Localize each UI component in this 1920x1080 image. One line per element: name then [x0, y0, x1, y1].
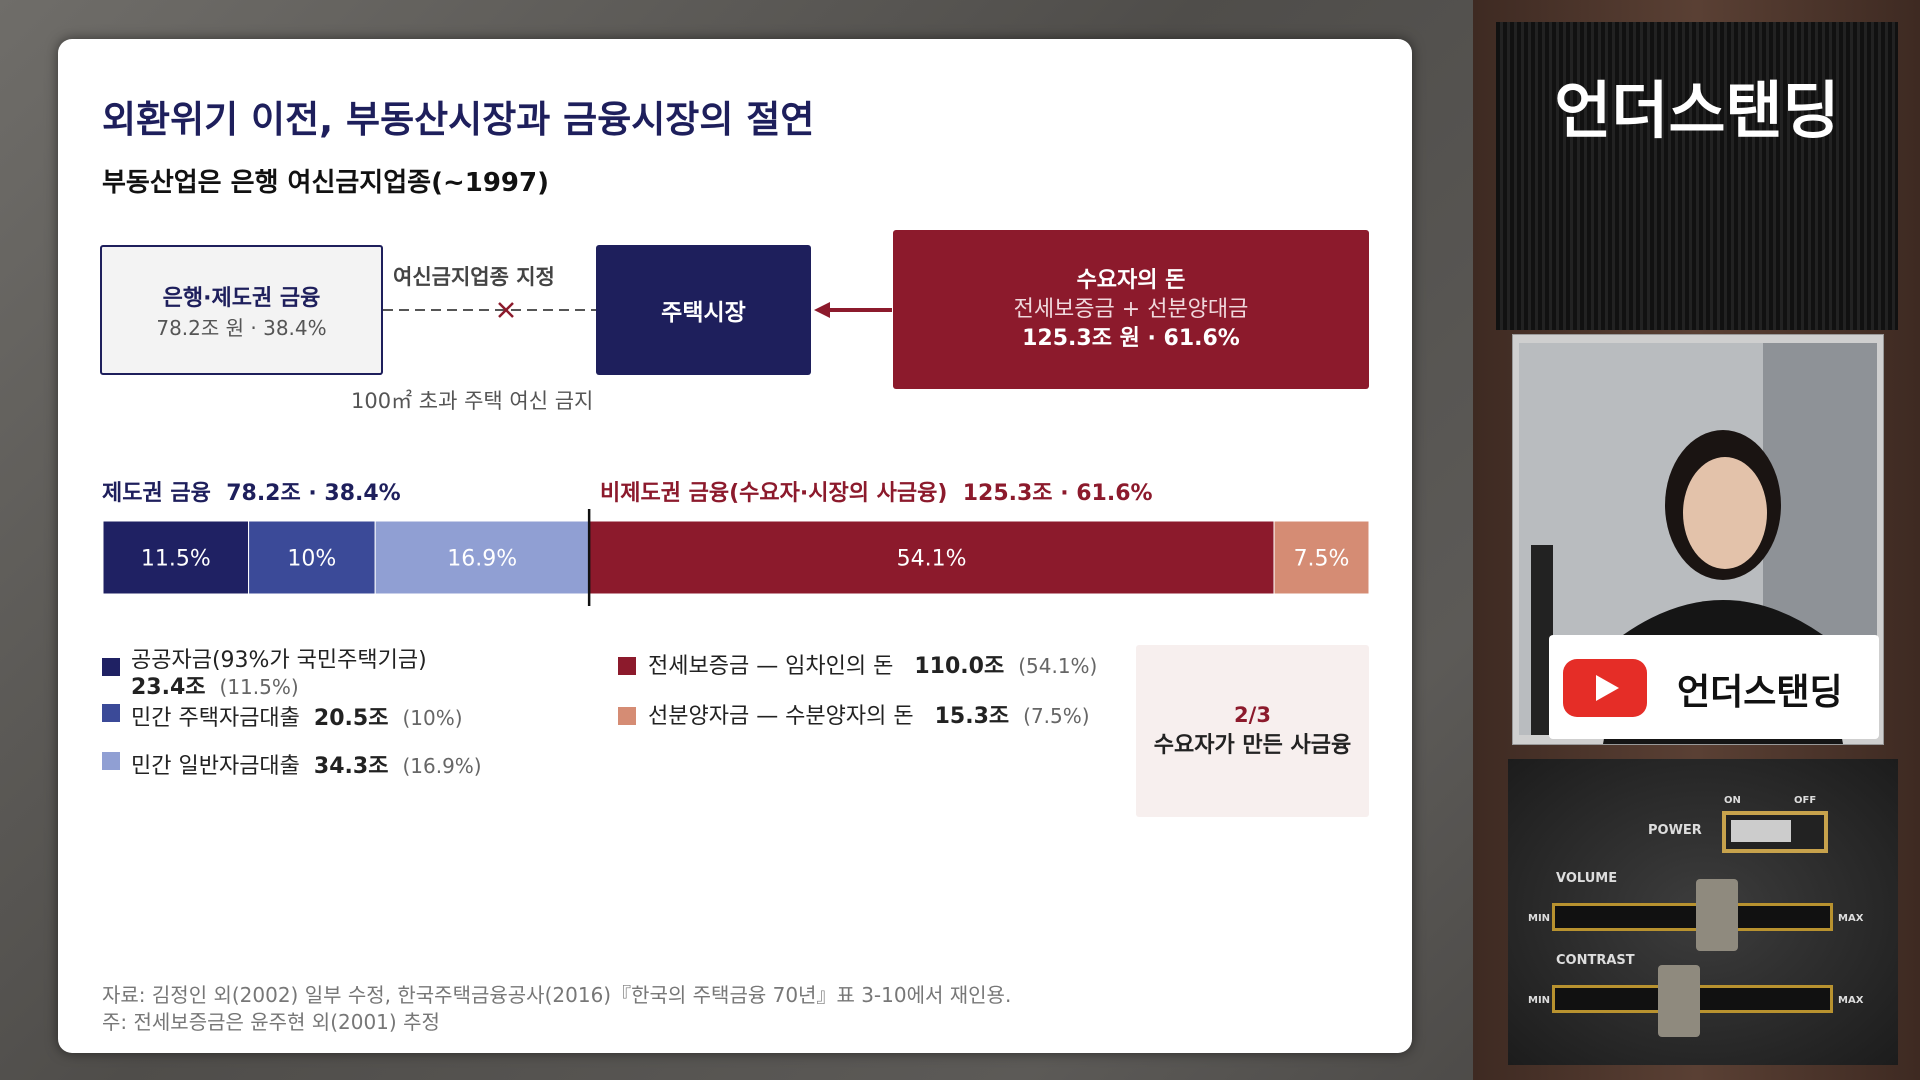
summary-label: 제도권 금융	[102, 481, 211, 506]
max-label: MAX	[1838, 995, 1864, 1006]
bank-box: 은행·제도권 금융 78.2조 원 · 38.4%	[100, 245, 383, 375]
webcam: 언더스탠딩	[1512, 334, 1884, 745]
bank-title: 은행·제도권 금융	[162, 285, 321, 311]
control-panel: ON OFF POWER VOLUME MIN MAX CONTRAST MIN…	[1508, 759, 1898, 1065]
slide: 외환위기 이전, 부동산시장과 금융시장의 절연 부동산업은 은행 여신금지업종…	[58, 39, 1412, 1053]
slide-subtitle: 부동산업은 은행 여신금지업종(~1997)	[102, 168, 549, 198]
legend-amount: 15.3조	[934, 704, 1010, 729]
min-label: MIN	[1528, 995, 1551, 1006]
cut-link	[383, 302, 596, 318]
legend-swatch	[102, 658, 120, 676]
legend-share: (16.9%)	[402, 754, 482, 778]
market-box: 주택시장	[596, 245, 811, 375]
summary-amount: 78.2조 · 38.4%	[226, 481, 401, 506]
demand-detail: 전세보증금 + 선분양대금	[1013, 297, 1249, 322]
demand-box: 수요자의 돈 전세보증금 + 선분양대금 125.3조 원 · 61.6%	[893, 230, 1369, 389]
segment-label: 16.9%	[447, 547, 517, 572]
segment-label: 54.1%	[897, 547, 967, 572]
summary-amount: 125.3조 · 61.6%	[962, 481, 1153, 506]
bar-segment	[248, 520, 376, 595]
link-label: 여신금지업종 지정	[393, 265, 555, 289]
segment-label: 11.5%	[141, 547, 211, 572]
on-label: ON	[1724, 795, 1741, 806]
brand-title: 언더스탠딩	[1554, 74, 1840, 147]
volume-label: VOLUME	[1556, 871, 1618, 886]
bank-detail: 78.2조 원 · 38.4%	[156, 315, 327, 340]
demand-amount: 125.3조 원 · 61.6%	[1022, 326, 1240, 351]
off-label: OFF	[1794, 795, 1817, 806]
legend-amount: 23.4조	[131, 675, 206, 700]
arrow-head	[814, 302, 830, 318]
volume-track	[1552, 903, 1833, 931]
max-label: MAX	[1838, 913, 1864, 924]
brand-panel: 언더스탠딩	[1496, 22, 1898, 330]
min-label: MIN	[1528, 913, 1551, 924]
contrast-knob	[1658, 965, 1700, 1037]
legend-label: 민간 일반자금대출	[131, 754, 300, 779]
bar-segment	[1273, 520, 1370, 595]
footnote: 자료: 김정인 외(2002) 일부 수정, 한국주택금융공사(2016)『한국…	[102, 983, 1012, 1007]
legend-swatch	[618, 707, 636, 725]
legend-item: 전세보증금 — 임차인의 돈 110.0조 (54.1%)	[648, 648, 1097, 680]
summary-label: 비제도권 금융(수요자·시장의 사금융)	[600, 481, 948, 506]
sidebar: 언더스탠딩 언더스탠딩 ON OFF POWER VOLUME MIN MAX …	[1473, 0, 1920, 1080]
callout-ratio: 2/3	[1234, 703, 1271, 727]
slide-title: 외환위기 이전, 부동산시장과 금융시장의 절연	[102, 98, 815, 141]
legend-share: (7.5%)	[1023, 704, 1090, 728]
legend-amount: 20.5조	[313, 706, 389, 731]
stacked-bar: 11.5% 10% 16.9% 54.1% 7.5%	[102, 509, 1370, 606]
demand-title: 수요자의 돈	[1076, 268, 1186, 293]
legend-share: (11.5%)	[219, 675, 299, 699]
legend-swatch	[102, 704, 120, 722]
bar-segment	[102, 520, 250, 595]
contrast-label: CONTRAST	[1556, 953, 1635, 968]
legend-label: 선분양자금 — 수분양자의 돈	[648, 704, 914, 729]
wall	[1763, 343, 1877, 643]
legend-amount: 110.0조	[914, 654, 1005, 679]
mic-stand	[1531, 545, 1553, 735]
callout-text: 수요자가 만든 사금융	[1153, 733, 1352, 758]
power-switch	[1722, 811, 1828, 853]
cross	[498, 302, 514, 318]
cam-brand-bar: 언더스탠딩	[1549, 635, 1879, 739]
legend-label: 민간 주택자금대출	[131, 706, 300, 731]
arrow	[814, 302, 892, 318]
legend-share: (54.1%)	[1018, 654, 1098, 678]
restriction-note: 100㎡ 초과 주택 여신 금지	[351, 389, 594, 413]
segment-label: 7.5%	[1294, 547, 1350, 572]
legend-value: 23.4조 (11.5%)	[131, 669, 299, 701]
summary-right: 비제도권 금융(수요자·시장의 사금융) 125.3조 · 61.6%	[600, 475, 1153, 507]
segment-label: 10%	[287, 547, 336, 572]
legend-item: 민간 주택자금대출 20.5조 (10%)	[131, 700, 463, 732]
bar-segment	[588, 520, 1275, 595]
youtube-logo	[1563, 659, 1647, 717]
legend-item: 선분양자금 — 수분양자의 돈 15.3조 (7.5%)	[648, 698, 1090, 730]
volume-knob	[1696, 879, 1738, 951]
legend-item: 민간 일반자금대출 34.3조 (16.9%)	[131, 748, 482, 780]
legend-label: 공공자금(93%가 국민주택기금)	[131, 648, 427, 673]
legend-swatch	[102, 752, 120, 770]
summary-left: 제도권 금융 78.2조 · 38.4%	[102, 475, 401, 507]
legend-swatch	[618, 657, 636, 675]
switch-knob	[1731, 820, 1791, 842]
bar-segment	[374, 520, 590, 595]
power-label: POWER	[1648, 823, 1702, 838]
legend-label: 전세보증금 — 임차인의 돈	[648, 654, 894, 679]
face	[1683, 457, 1767, 569]
legend-share: (10%)	[402, 706, 463, 730]
footnote: 주: 전세보증금은 윤주현 외(2001) 추정	[102, 1010, 440, 1034]
legend-amount: 34.3조	[313, 754, 389, 779]
cam-brand: 언더스탠딩	[1677, 672, 1843, 713]
logo-play	[1596, 675, 1619, 701]
callout: 2/3 수요자가 만든 사금융	[1136, 645, 1369, 817]
